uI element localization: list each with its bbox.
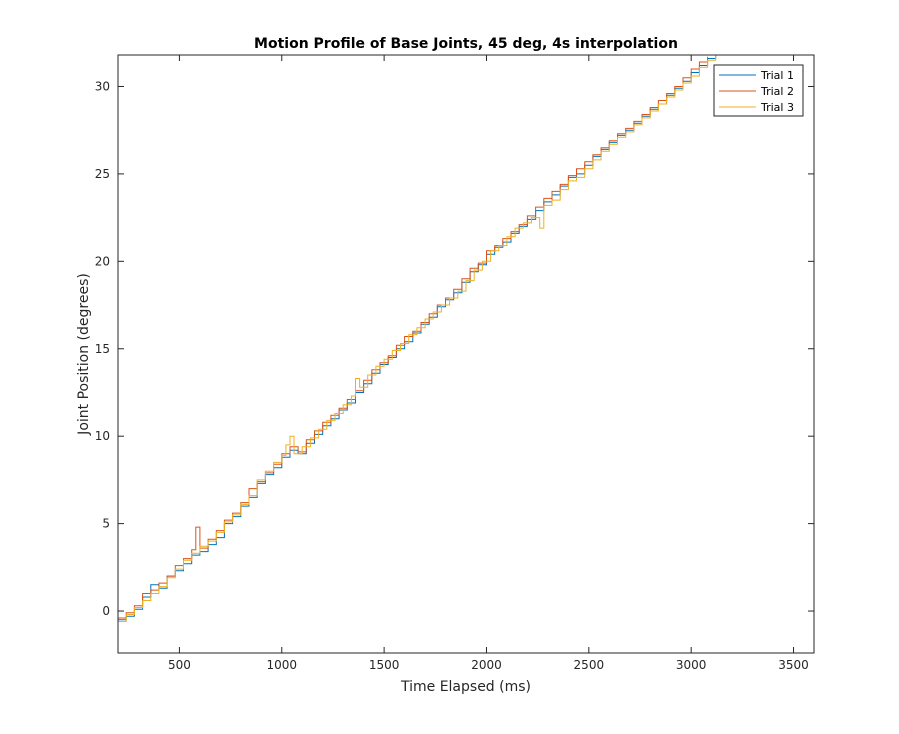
x-tick-label: 2500	[574, 658, 605, 672]
plot-area-frame	[117, 54, 815, 654]
y-tick-label: 15	[95, 342, 110, 356]
y-tick-label: 30	[95, 79, 110, 93]
legend: Trial 1 Trial 2 Trial 3	[713, 64, 804, 117]
x-tick-label: 3000	[676, 658, 707, 672]
legend-label-trial-2: Trial 2	[760, 85, 794, 98]
legend-label-trial-1: Trial 1	[760, 69, 794, 82]
legend-label-trial-3: Trial 3	[760, 101, 794, 114]
chart-title: Motion Profile of Base Joints, 45 deg, 4…	[254, 36, 678, 52]
x-axis: 500 1000 1500 2000 2500 3000 3500	[168, 55, 809, 672]
series-line-trial-3	[118, 55, 717, 622]
x-tick-label: 2000	[471, 658, 502, 672]
y-tick-label: 10	[95, 429, 110, 443]
x-tick-label: 1500	[369, 658, 400, 672]
y-tick-label: 0	[102, 604, 110, 618]
x-tick-label: 500	[168, 658, 191, 672]
x-tick-label: 3500	[778, 658, 809, 672]
y-axis: 0 5 10 15 20 25 30	[95, 79, 814, 618]
y-tick-label: 25	[95, 167, 110, 181]
y-tick-label: 20	[95, 254, 110, 268]
series-line-trial-2	[118, 56, 709, 619]
x-tick-label: 1000	[266, 658, 297, 672]
y-axis-label: Joint Position (degrees)	[76, 273, 92, 436]
series-layer	[118, 55, 717, 622]
x-axis-label: Time Elapsed (ms)	[400, 679, 531, 695]
y-tick-label: 5	[102, 517, 110, 531]
